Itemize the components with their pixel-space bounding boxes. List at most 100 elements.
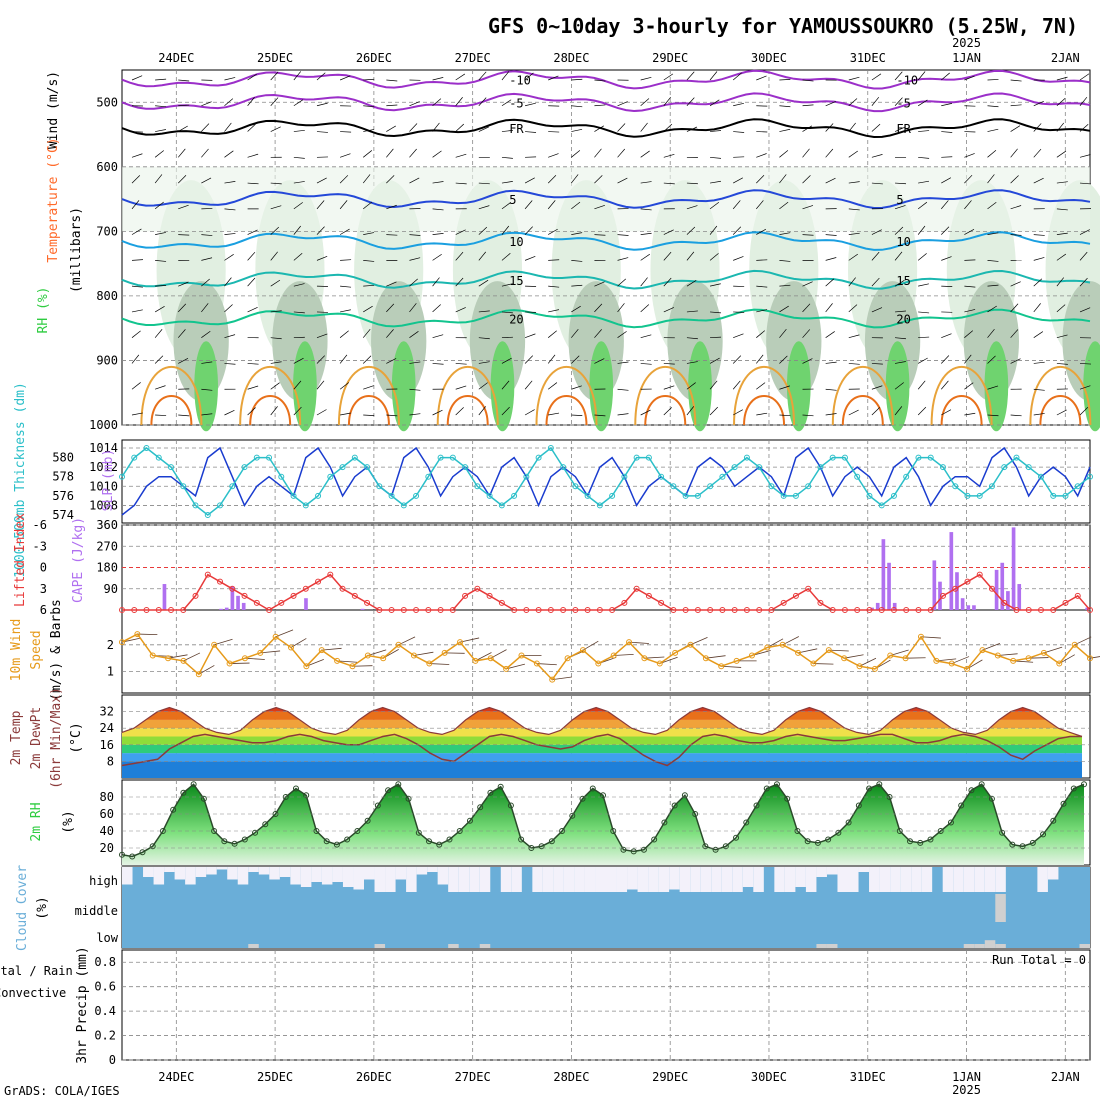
cloud-high-gap — [753, 867, 764, 892]
isotherm-label: FR — [896, 122, 911, 136]
wind-barb — [987, 414, 999, 417]
wind-barb — [733, 177, 743, 184]
wind-barb — [363, 232, 375, 235]
wind-barb — [917, 99, 928, 107]
wind-barb — [617, 388, 629, 391]
wind10m-barb — [306, 658, 324, 667]
wind-barb — [525, 131, 537, 133]
wind10m-point — [856, 663, 863, 670]
wind10m-label-c: (m/s) & Barbs — [49, 599, 64, 701]
wind10m-point — [994, 652, 1001, 659]
rh2m-point — [681, 792, 688, 799]
rh2m-point — [702, 843, 709, 850]
rh2m-point — [640, 846, 647, 853]
wind-barb — [224, 77, 236, 81]
rh2m-point — [252, 829, 259, 836]
wind10m-barb — [705, 655, 726, 659]
lifted-index-point — [462, 592, 469, 599]
wind-barb — [432, 233, 444, 235]
wind-barb — [640, 277, 648, 287]
wind-barb — [1056, 232, 1068, 235]
wind-barb — [247, 97, 255, 106]
slp-tick: 1012 — [89, 460, 118, 474]
cape-bar — [881, 539, 886, 610]
wind-barb — [386, 79, 398, 82]
rh-tick: 60 — [100, 807, 114, 821]
lifted-index-point — [204, 571, 211, 578]
wind-barb — [131, 200, 140, 210]
wind10m-barb — [459, 637, 480, 643]
lifted-index-point — [155, 607, 162, 613]
wind-barb — [825, 234, 837, 236]
cloud-high-gap — [995, 867, 1006, 892]
wind-tick: 2 — [107, 638, 114, 652]
wind-barb — [524, 380, 533, 390]
rh2m-point — [907, 838, 914, 845]
wind-barb — [848, 122, 856, 132]
wind-barb — [316, 200, 325, 210]
date-label-bottom: 31DEC — [850, 1070, 886, 1084]
wind-barb — [848, 253, 859, 261]
wind-barb — [825, 388, 837, 391]
thickness-point — [400, 502, 407, 509]
lifted-index-point — [596, 607, 603, 613]
cape-tick: 180 — [96, 561, 118, 575]
cloud-high-gap — [448, 867, 459, 892]
wind-barb — [987, 305, 997, 313]
wind-barb — [178, 204, 189, 210]
wind-barb — [686, 361, 698, 364]
cloud-high-gap — [890, 867, 901, 892]
wind-barb — [871, 154, 883, 158]
wind10m-point — [579, 647, 586, 654]
wind10m-barb — [352, 665, 373, 667]
thickness-point — [1074, 483, 1081, 490]
wind-barb — [501, 406, 510, 416]
wind-barb — [617, 257, 629, 261]
wind-barb — [802, 234, 814, 236]
wind-barb — [918, 311, 930, 314]
wind10m-point — [549, 676, 556, 683]
wind-barb — [941, 156, 953, 158]
rh2m-point — [200, 795, 207, 802]
lifted-index-point — [1001, 599, 1008, 606]
wind-barb — [871, 182, 883, 185]
cloud-high-gap — [290, 867, 301, 885]
wind-barb — [894, 382, 904, 390]
precip-tick: 0 — [109, 1053, 116, 1067]
lifted-index-point — [1087, 607, 1093, 613]
thickness-point — [204, 512, 211, 518]
rh2m-point — [1040, 831, 1047, 838]
lifted-index-point — [449, 607, 456, 613]
wind-barb — [386, 329, 394, 338]
wind-barb — [201, 177, 212, 184]
wind10m-point — [733, 657, 740, 664]
wind-barb — [941, 177, 952, 184]
wind-barb — [363, 78, 375, 81]
wind-barb — [941, 200, 949, 210]
temp-band — [122, 744, 1082, 754]
isotherm-label: 5 — [509, 193, 516, 207]
wind-barb — [455, 73, 466, 81]
wind-barb — [155, 129, 166, 132]
wind10m-point — [871, 665, 878, 672]
wind-barb — [224, 409, 235, 416]
chart-title: GFS 0~10day 3-hourly for YAMOUSSOUKRO (5… — [488, 14, 1078, 38]
wind10m-barb — [168, 654, 188, 659]
rh-region — [589, 341, 614, 432]
wind-barb — [362, 328, 371, 338]
cape-bar — [875, 602, 880, 610]
wind-barb — [270, 97, 279, 107]
thickness-point — [1062, 492, 1069, 499]
wind-barb — [640, 232, 652, 235]
wind-barb — [918, 180, 930, 184]
wind-barb — [178, 79, 190, 82]
cloud-low-bar — [1079, 944, 1090, 948]
wind-barb — [316, 226, 325, 235]
wind-barb — [848, 363, 860, 365]
wind-barb — [594, 79, 606, 82]
wind-barb — [848, 208, 860, 211]
isotherm-line — [121, 69, 1091, 90]
isotherm-warm-loop — [841, 395, 884, 426]
isotherm-line — [121, 92, 1091, 113]
wind-barb — [316, 380, 325, 390]
